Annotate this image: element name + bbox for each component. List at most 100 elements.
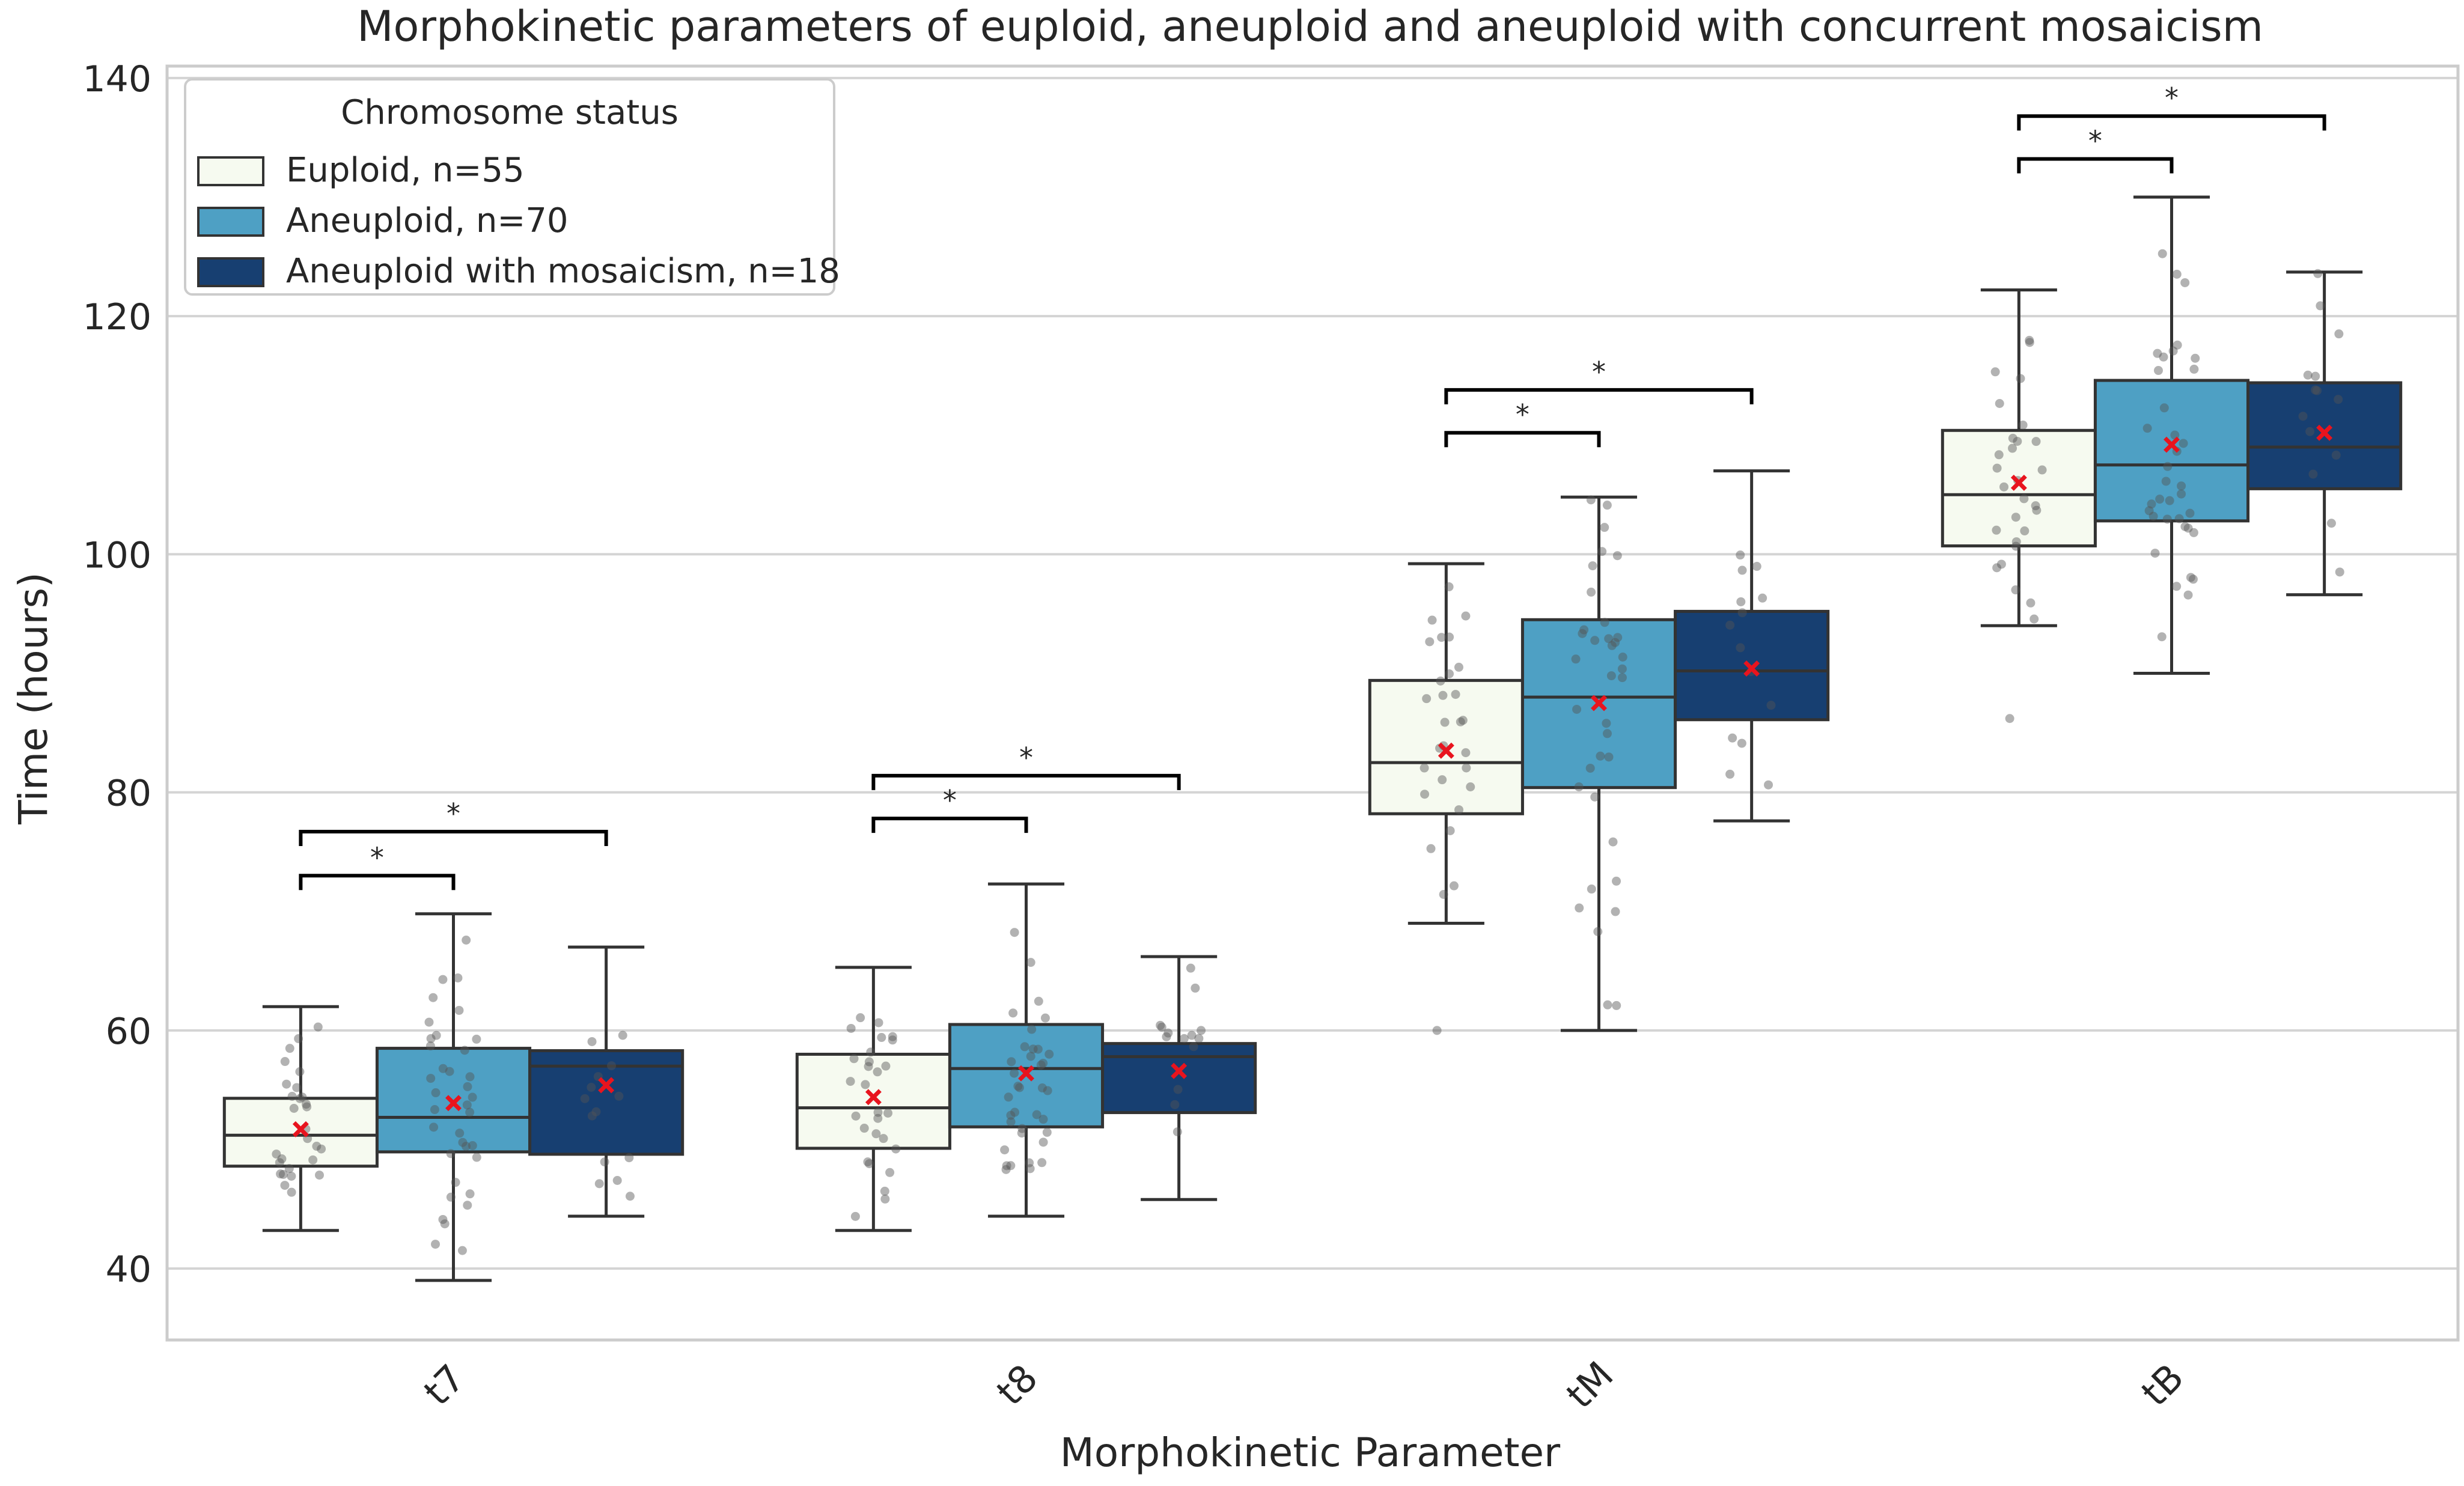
data-point <box>1026 1052 1035 1061</box>
data-point <box>2183 523 2193 533</box>
data-point <box>465 1189 475 1199</box>
data-point <box>873 1067 882 1077</box>
data-point <box>297 1092 307 1102</box>
data-point <box>284 1164 294 1174</box>
mean-marker <box>2164 436 2180 453</box>
data-point <box>1585 763 1595 773</box>
outlier-point <box>2005 714 2014 723</box>
data-point <box>1038 1115 1048 1124</box>
data-point <box>451 1178 460 1187</box>
data-point <box>1017 1128 1026 1138</box>
data-point <box>1617 664 1627 674</box>
data-point <box>2011 537 2021 547</box>
data-point <box>881 1061 891 1071</box>
legend: Chromosome status Euploid, n=55 Aneuploid,… <box>184 78 840 296</box>
y-tick-label: 100 <box>82 534 151 576</box>
data-point <box>624 1153 634 1163</box>
data-point <box>455 1128 465 1138</box>
data-point <box>1612 551 1622 561</box>
data-point <box>1586 495 1596 505</box>
data-point <box>885 1168 895 1177</box>
data-point <box>2177 489 2186 499</box>
legend-entry-label: Aneuploid with mosaicism, n=18 <box>286 252 840 291</box>
data-point <box>587 1111 597 1121</box>
data-point <box>1456 717 1465 726</box>
data-point <box>1162 1032 1171 1041</box>
data-point <box>2148 511 2158 521</box>
outlier-point <box>1432 1026 1442 1035</box>
data-point <box>2026 598 2036 607</box>
mean-marker <box>445 1095 462 1112</box>
significance-bracket: * <box>299 797 608 846</box>
bracket-line <box>2017 157 2174 174</box>
data-point <box>2298 412 2308 421</box>
data-point <box>1764 780 1773 790</box>
data-point <box>2185 508 2195 518</box>
data-point <box>1574 782 1584 791</box>
data-point <box>472 1034 481 1044</box>
data-point <box>2177 481 2186 491</box>
mean-marker <box>2010 474 2027 491</box>
data-point <box>1617 673 1627 683</box>
data-point <box>438 1064 448 1073</box>
data-point <box>1010 1068 1019 1078</box>
data-point <box>1189 1042 1198 1052</box>
box-body <box>1368 678 1524 815</box>
significance-label: * <box>2165 82 2179 114</box>
data-point <box>2158 249 2167 258</box>
data-point <box>1608 837 1618 847</box>
data-point <box>282 1079 291 1089</box>
data-point <box>2335 567 2344 577</box>
significance-bracket: * <box>299 841 456 891</box>
data-point <box>428 993 438 1002</box>
data-point <box>1426 844 1436 853</box>
data-point <box>2147 499 2156 509</box>
data-point <box>424 1017 434 1027</box>
data-point <box>2173 340 2182 350</box>
data-point <box>302 1100 311 1109</box>
data-point <box>864 1062 873 1071</box>
data-point <box>1611 638 1620 647</box>
data-point <box>1173 1085 1183 1094</box>
data-point <box>1603 1000 1612 1009</box>
data-point <box>2168 346 2178 356</box>
data-point <box>2011 513 2020 522</box>
data-point <box>866 1047 876 1057</box>
data-point <box>2025 338 2034 347</box>
box-body <box>375 1047 532 1154</box>
data-point <box>879 1134 888 1143</box>
data-point <box>446 1149 456 1159</box>
data-point <box>1037 1083 1047 1093</box>
data-point <box>880 1194 890 1204</box>
data-point <box>272 1150 281 1159</box>
box-tM-2 <box>1520 495 1677 1032</box>
data-point <box>1439 890 1448 900</box>
data-point <box>430 1105 439 1115</box>
data-point <box>1992 563 2002 573</box>
data-point <box>1170 1100 1180 1109</box>
data-point <box>2031 501 2040 511</box>
data-point <box>1736 643 1745 653</box>
data-point <box>859 1124 869 1133</box>
y-axis-label: Time (hours) <box>10 572 56 825</box>
data-point <box>880 1186 889 1196</box>
data-point <box>877 1033 886 1043</box>
data-point <box>1575 903 1584 913</box>
data-point <box>1612 876 1621 886</box>
legend-swatch <box>197 156 264 186</box>
data-point <box>277 1154 287 1164</box>
data-point <box>2174 514 2184 523</box>
box-t8-3 <box>1101 955 1257 1201</box>
data-point <box>1602 501 1612 510</box>
data-point <box>2191 353 2200 363</box>
data-point <box>2179 439 2188 448</box>
data-point <box>1613 633 1623 642</box>
data-point <box>1990 367 2000 377</box>
data-point <box>2011 585 2020 595</box>
data-point <box>289 1103 299 1113</box>
significance-label: * <box>943 784 957 817</box>
data-point <box>276 1169 285 1179</box>
legend-entry-label: Aneuploid, n=70 <box>286 201 569 240</box>
mean-marker <box>1438 742 1454 759</box>
